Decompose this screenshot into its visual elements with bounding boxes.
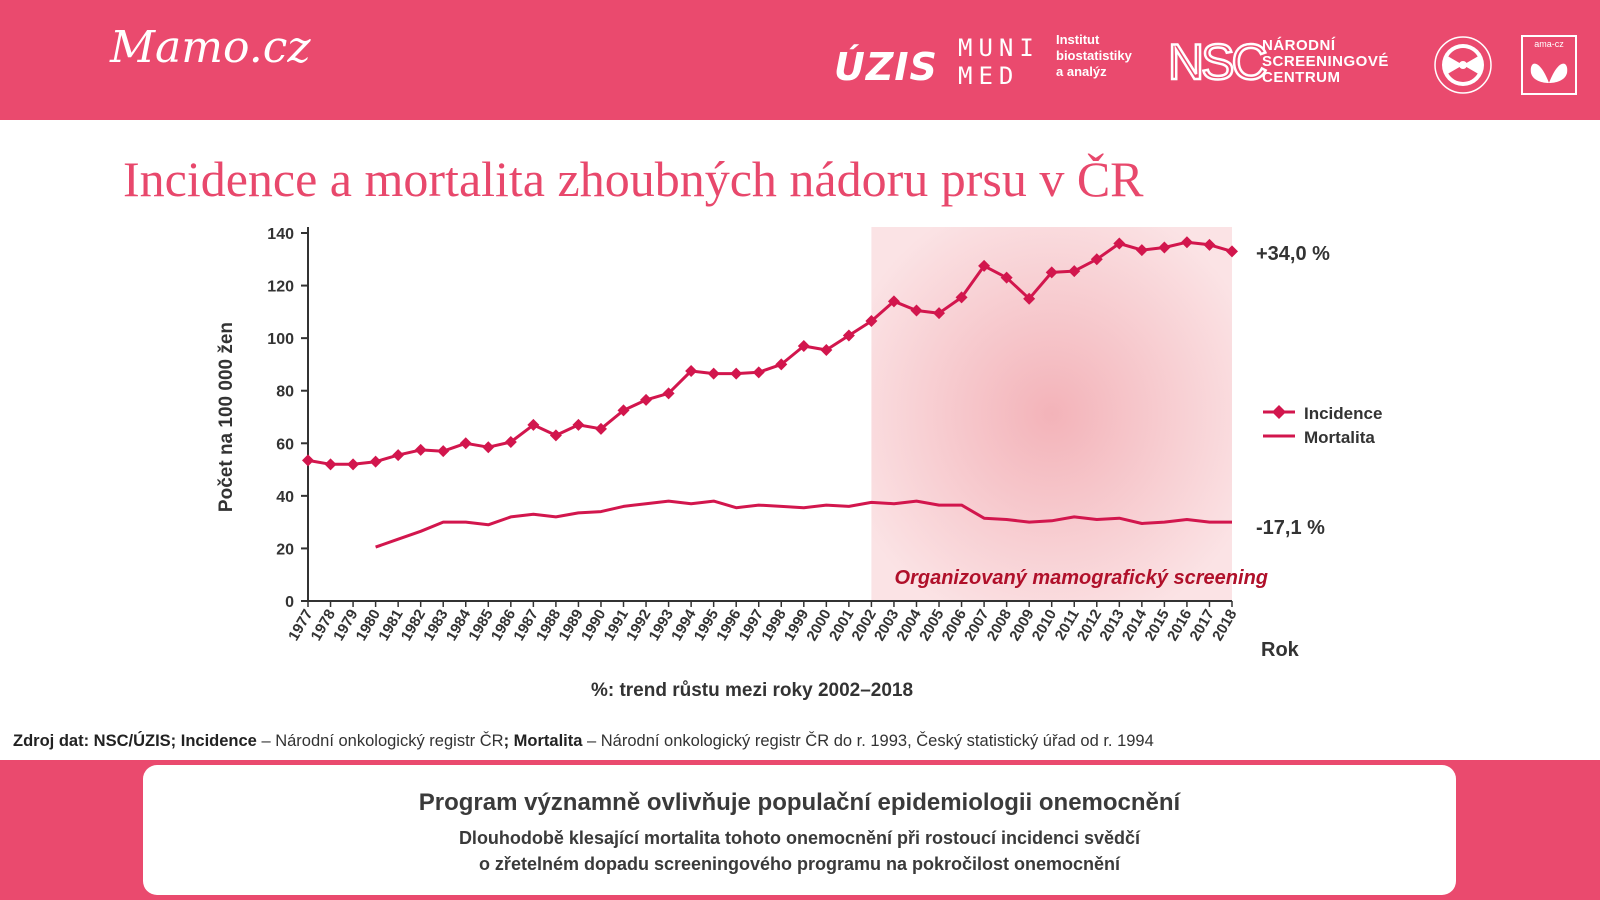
institute-line: a analýz (1056, 64, 1107, 79)
data-source-note: Zdroj dat: NSC/ÚZIS; Incidence – Národní… (13, 732, 1154, 751)
data-point-incidence (1226, 245, 1238, 258)
data-point-incidence (662, 387, 675, 400)
data-point-incidence (1113, 237, 1126, 250)
muni-med-logo[interactable]: MUNI MED (958, 34, 1040, 90)
series-line-mortalita (375, 499, 1232, 549)
data-point-incidence (324, 458, 337, 471)
nsc-name-line: CENTRUM (1262, 69, 1341, 86)
incidence-mortality-chart: 0204060801001201401977197819791980198119… (216, 226, 1382, 701)
data-point-incidence (820, 343, 833, 356)
data-point-incidence (730, 367, 743, 380)
source-incidence-text: – Národní onkologický registr ČR (256, 732, 504, 750)
data-point-incidence (504, 435, 517, 448)
message-line: Dlouhodobě klesající mortalita tohoto on… (458, 828, 1141, 848)
data-point-incidence (549, 429, 562, 442)
legend-incidence-label: Incidence (1304, 404, 1382, 423)
data-point-incidence (1090, 253, 1103, 266)
legend-mortality-label: Mortalita (1304, 428, 1375, 447)
data-point-incidence (955, 291, 968, 304)
data-point-incidence (1000, 271, 1013, 284)
source-mortality-text: – Národní onkologický registr ČR do r. 1… (582, 732, 1154, 750)
legend-incidence-marker (1272, 405, 1286, 419)
muni-logo-line1: MUNI (958, 34, 1040, 62)
data-point-incidence (842, 329, 855, 342)
data-point-incidence (347, 458, 360, 471)
source-label: Zdroj dat: NSC/ÚZIS; (13, 732, 181, 750)
data-point-incidence (685, 365, 698, 377)
screening-period-shade (871, 227, 1232, 601)
y-tick-label: 0 (285, 594, 294, 611)
data-point-incidence (707, 367, 720, 380)
nsc-name-line: NÁRODNÍ (1262, 37, 1336, 54)
data-point-incidence (1180, 236, 1193, 249)
source-separator: ; (503, 732, 514, 750)
data-point-incidence (572, 418, 585, 431)
nsc-name: NÁRODNÍ SCREENINGOVÉ CENTRUM (1262, 38, 1389, 86)
screening-label: Organizovaný mamografický screening (895, 567, 1268, 589)
data-point-incidence (933, 307, 946, 320)
x-axis-label: Rok (1261, 639, 1300, 661)
data-point-incidence (752, 366, 765, 379)
y-tick-label: 80 (276, 384, 294, 401)
y-axis-label: Počet na 100 000 žen (216, 322, 237, 512)
data-point-incidence (392, 449, 405, 462)
institute-name: Institut biostatistiky a analýz (1056, 32, 1132, 80)
data-point-incidence (797, 340, 810, 353)
data-point-incidence (978, 259, 991, 272)
radiology-society-logo[interactable] (1433, 35, 1493, 95)
x-tick-label: 2010 (1029, 607, 1060, 644)
incidence-trend-annotation: +34,0 % (1256, 243, 1330, 265)
data-point-incidence (1135, 244, 1148, 257)
data-point-incidence (617, 404, 630, 417)
data-point-incidence (459, 437, 472, 450)
y-tick-label: 40 (276, 489, 294, 506)
legend: Incidence Mortalita (1263, 404, 1382, 447)
header-bar: Mamo.cz ÚZIS MUNI MED Institut biostatis… (0, 0, 1600, 120)
y-tick-label: 140 (267, 226, 294, 243)
data-point-incidence (910, 304, 923, 317)
nsc-logo[interactable]: NSC (1167, 34, 1269, 90)
y-tick-label: 60 (276, 436, 294, 453)
data-point-incidence (369, 455, 382, 468)
nsc-name-line: SCREENINGOVÉ (1262, 53, 1389, 70)
y-tick-label: 100 (267, 331, 294, 348)
data-point-incidence (1068, 265, 1081, 278)
data-point-incidence (527, 418, 540, 431)
data-point-incidence (414, 443, 427, 456)
data-point-incidence (887, 295, 900, 308)
data-point-incidence (865, 315, 878, 328)
message-title: Program významně ovlivňuje populační epi… (418, 789, 1181, 816)
data-point-incidence (482, 441, 495, 454)
y-tick-label: 120 (267, 279, 294, 296)
mamo-logo[interactable]: Mamo.cz (110, 22, 311, 73)
data-point-incidence (437, 445, 450, 458)
data-point-incidence (1045, 266, 1058, 279)
y-tick-label: 20 (276, 541, 294, 558)
data-point-incidence (1023, 292, 1036, 305)
trend-note: %: trend růstu mezi roky 2002–2018 (591, 680, 913, 701)
mortality-trend-annotation: -17,1 % (1256, 517, 1325, 539)
data-point-incidence (302, 454, 314, 467)
source-incidence-label: Incidence (180, 732, 257, 750)
data-point-incidence (1158, 241, 1171, 254)
institute-line: biostatistiky (1056, 48, 1132, 63)
data-point-incidence (594, 422, 607, 435)
data-point-incidence (640, 393, 653, 406)
source-mortality-label: Mortalita (513, 732, 583, 750)
ama-cz-text: ama-cz (1534, 39, 1564, 49)
x-tick-label: 2018 (1209, 607, 1240, 644)
muni-logo-line2: MED (958, 62, 1020, 90)
data-point-incidence (1203, 238, 1216, 251)
data-point-incidence (775, 358, 788, 371)
institute-line: Institut (1056, 32, 1100, 47)
page-title: Incidence a mortalita zhoubných nádoru p… (123, 151, 1144, 207)
ama-cz-logo[interactable]: ama-cz (1521, 35, 1577, 95)
butterfly-icon (1530, 63, 1568, 83)
uzis-logo[interactable]: ÚZIS (834, 45, 938, 89)
message-box: Program významně ovlivňuje populační epi… (143, 765, 1456, 895)
message-line: o zřetelném dopadu screeningového progra… (478, 854, 1121, 874)
